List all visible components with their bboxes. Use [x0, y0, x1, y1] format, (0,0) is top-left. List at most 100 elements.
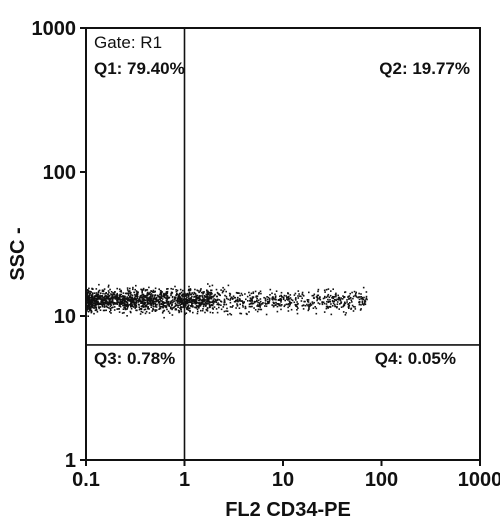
event-dot: [207, 302, 209, 305]
event-dot: [86, 296, 89, 298]
event-dot: [93, 297, 96, 299]
event-dot: [122, 292, 125, 294]
event-dot: [180, 303, 182, 305]
event-dot: [103, 303, 105, 305]
event-dot: [153, 297, 156, 300]
event-dot: [297, 295, 299, 297]
event-dot: [165, 306, 167, 309]
event-dot: [113, 303, 116, 305]
event-dot: [169, 307, 172, 310]
event-dot: [313, 301, 315, 304]
event-dot: [166, 299, 168, 301]
event-dot: [258, 293, 260, 295]
event-dot: [149, 295, 152, 297]
event-dot: [137, 295, 139, 298]
event-dot: [304, 304, 307, 307]
event-dot: [200, 298, 202, 301]
event-dot: [168, 312, 171, 314]
event-dot: [301, 291, 304, 294]
event-dot: [116, 296, 118, 298]
event-dot: [229, 306, 232, 308]
event-dot: [167, 303, 170, 306]
quadrant-label-q3: Q3: 0.78%: [94, 349, 175, 368]
event-dot: [287, 292, 290, 295]
event-dot: [290, 298, 293, 301]
event-dot: [163, 292, 165, 295]
event-dot: [90, 296, 92, 299]
event-dot: [220, 301, 223, 303]
event-dots: [86, 283, 368, 319]
event-dot: [115, 302, 117, 304]
event-dot: [112, 297, 114, 299]
event-dot: [163, 305, 166, 307]
event-dot: [154, 305, 157, 308]
event-dot: [88, 287, 90, 290]
event-dot: [155, 306, 158, 308]
event-dot: [195, 298, 197, 301]
event-dot: [336, 303, 339, 305]
event-dot: [329, 294, 332, 297]
event-dot: [143, 308, 146, 311]
event-dot: [344, 302, 347, 305]
event-dot: [110, 291, 113, 293]
event-dot: [268, 299, 271, 301]
event-dot: [296, 301, 298, 303]
event-dot: [229, 312, 231, 315]
event-dot: [350, 307, 353, 310]
event-dot: [355, 291, 357, 294]
event-dot: [146, 297, 149, 299]
event-dot: [141, 298, 143, 301]
event-dot: [357, 296, 359, 299]
event-dot: [184, 293, 187, 295]
event-dot: [108, 307, 110, 309]
event-dot: [210, 296, 213, 298]
event-dot: [289, 302, 291, 305]
event-dot: [297, 302, 299, 305]
event-dot: [297, 307, 299, 309]
event-dot: [215, 308, 218, 310]
event-dot: [135, 300, 137, 302]
event-dot: [141, 290, 143, 293]
event-dot: [249, 303, 252, 305]
event-dot: [211, 304, 214, 307]
event-dot: [107, 303, 109, 305]
event-dot: [107, 296, 109, 299]
event-dot: [202, 300, 205, 303]
event-dot: [361, 300, 364, 303]
event-dot: [263, 296, 265, 299]
event-dot: [121, 301, 124, 303]
event-dot: [135, 293, 138, 296]
event-dot: [342, 295, 344, 297]
event-dot: [352, 297, 354, 300]
event-dot: [171, 302, 174, 304]
event-dot: [194, 288, 196, 291]
plot-frame: [85, 27, 481, 461]
event-dot: [326, 306, 329, 309]
event-dot: [90, 309, 93, 312]
event-dot: [128, 304, 131, 306]
event-dot: [203, 303, 206, 306]
event-dot: [274, 293, 276, 296]
event-dot: [161, 306, 163, 308]
event-dot: [225, 290, 227, 293]
event-dot: [90, 295, 93, 297]
event-dot: [133, 303, 135, 306]
event-dot: [206, 290, 209, 293]
event-dot: [141, 306, 144, 308]
event-dot: [197, 297, 199, 300]
event-dot: [182, 289, 184, 292]
event-dot: [344, 314, 347, 316]
event-dot: [306, 299, 309, 301]
event-dot: [284, 299, 286, 302]
event-dot: [197, 299, 200, 302]
event-dot: [364, 303, 367, 306]
event-dot: [319, 296, 321, 298]
event-dot: [242, 306, 244, 308]
event-dot: [348, 298, 351, 300]
event-dot: [255, 296, 257, 298]
event-dot: [151, 310, 154, 312]
event-dot: [327, 288, 330, 290]
event-dot: [91, 288, 94, 290]
event-dot: [152, 302, 154, 304]
event-dot: [331, 300, 334, 302]
